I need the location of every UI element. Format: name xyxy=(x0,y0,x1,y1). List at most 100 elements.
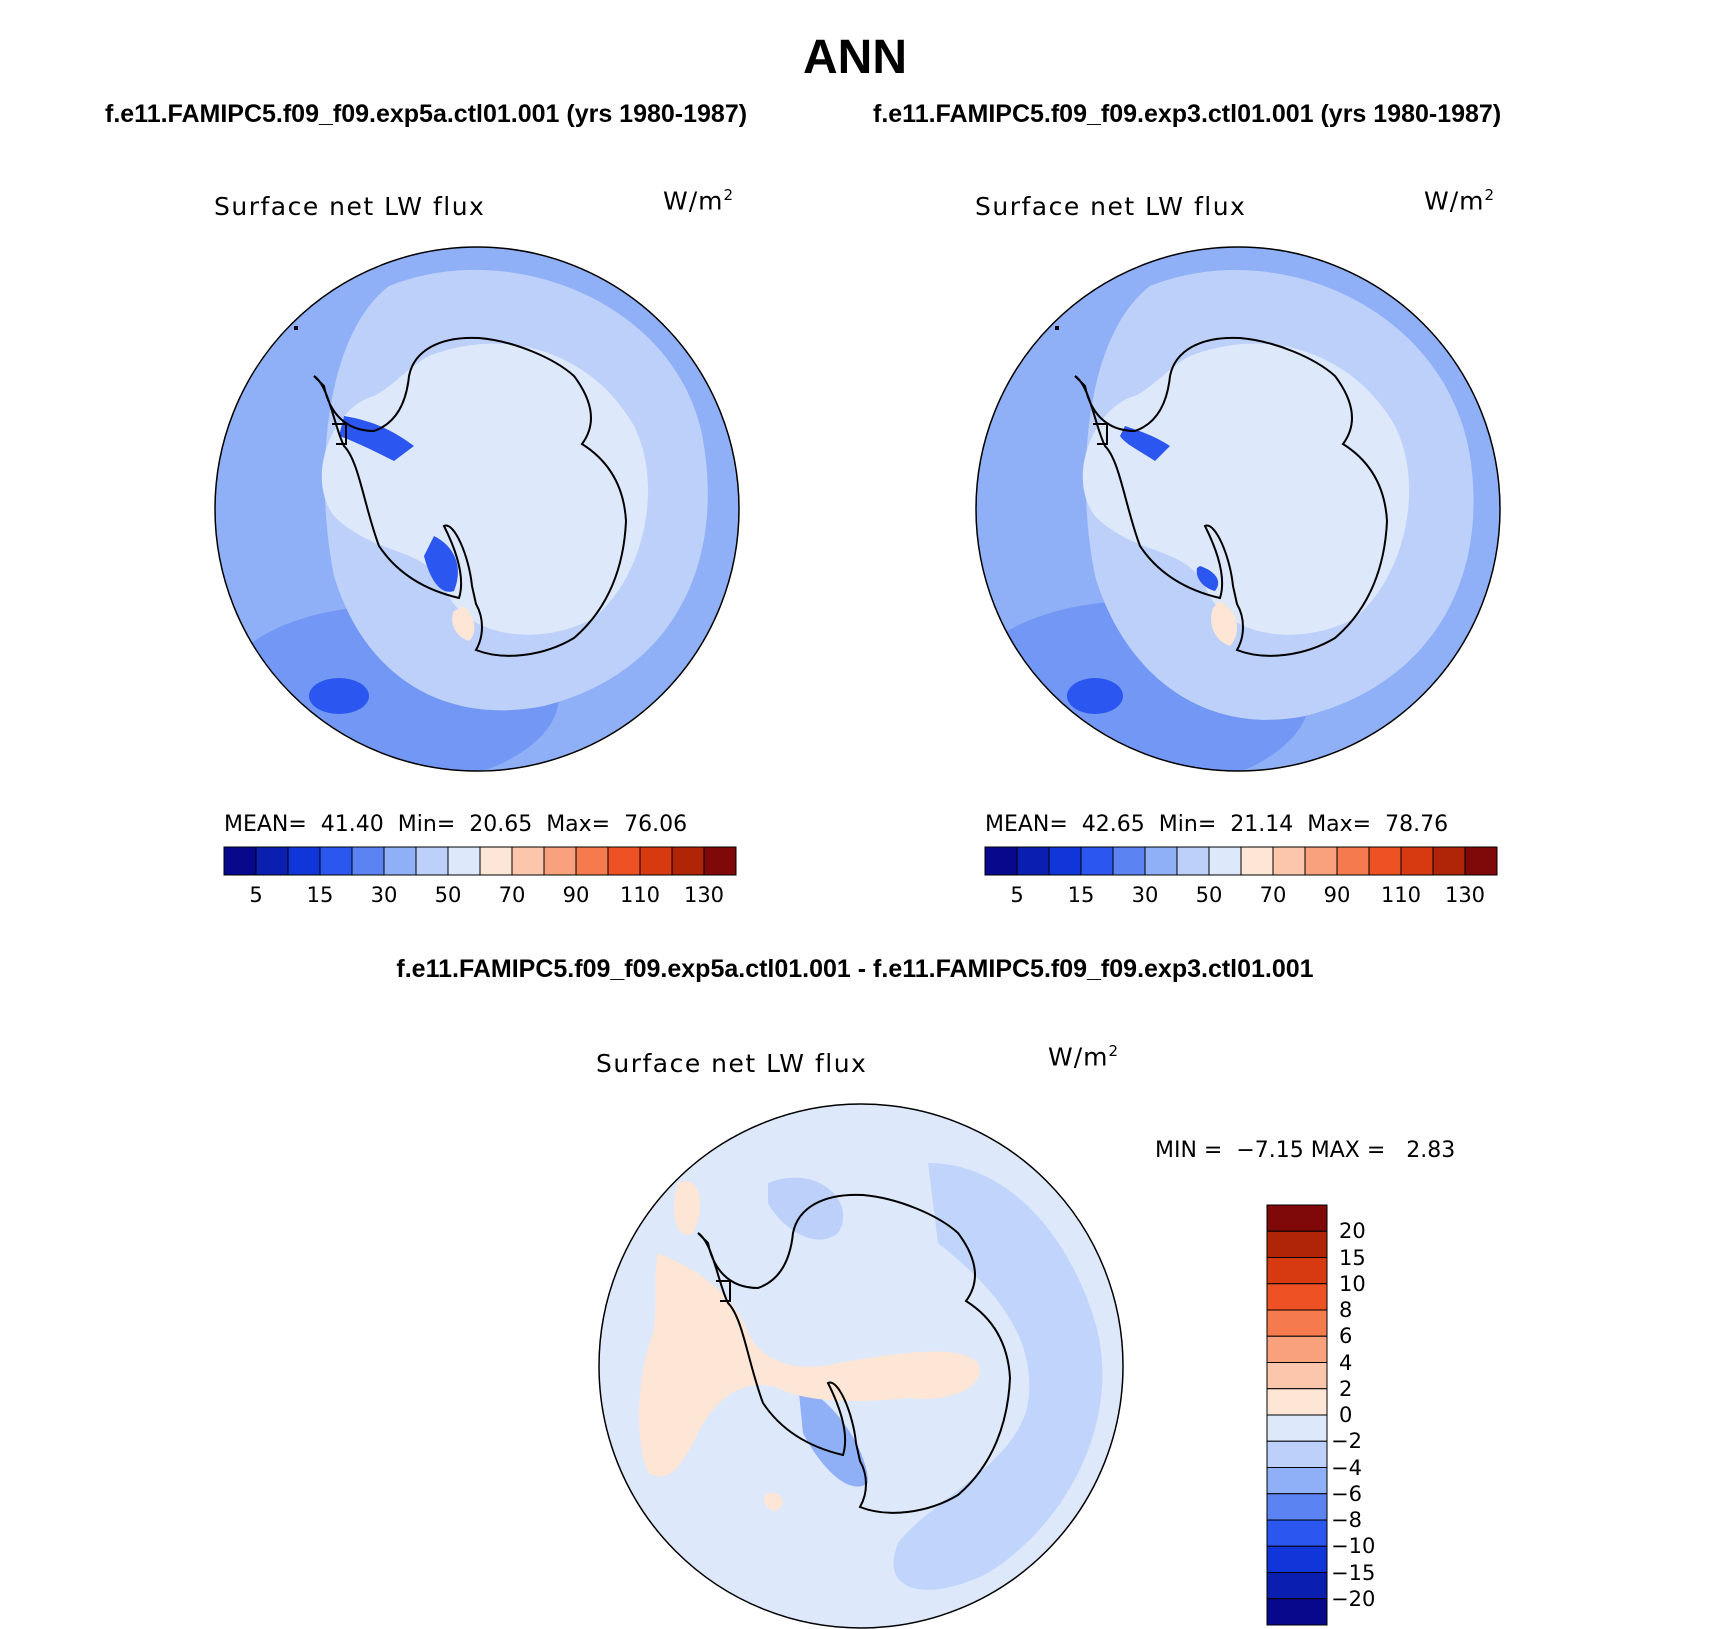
panel3-pos-patch-nw xyxy=(673,1181,701,1235)
panel3-neg-patch-north xyxy=(768,1177,844,1240)
panel2-colorbar-labels: 5 15 30 50 70 90 110 130 xyxy=(985,883,1497,909)
panel1-colorbar-swatch xyxy=(511,846,545,876)
panel1-ice-low xyxy=(339,416,414,461)
panel3-pos-region xyxy=(638,1253,980,1477)
case-title-right: f.e11.FAMIPC5.f09_f09.exp3.ctl01.001 (yr… xyxy=(873,100,1502,128)
panel3-neg-band-east xyxy=(893,1163,1103,1590)
panel2-colorbar-swatch xyxy=(1368,846,1402,876)
panel2-colorbar-tick-label: 50 xyxy=(1195,883,1223,907)
panel3-colorbar-tick-label: −8 xyxy=(1331,1508,1362,1532)
panel3-pos-patch-sw xyxy=(764,1492,783,1511)
panel3-colorbar-tick-label: 15 xyxy=(1339,1245,1366,1270)
case-title-left: f.e11.FAMIPC5.f09_f09.exp5a.ctl01.001 (y… xyxy=(105,100,748,128)
panel1-map xyxy=(214,246,740,772)
panel2-ice-low2 xyxy=(1196,566,1219,591)
panel1-colorbar-swatch xyxy=(607,846,641,876)
panel3-colorbar-swatch xyxy=(1266,1545,1328,1573)
panel2-colorbar-swatch xyxy=(1432,846,1466,876)
panel2-colorbar-swatch xyxy=(1400,846,1434,876)
panel1-ice-warm xyxy=(452,606,475,641)
panel3-colorbar-swatch xyxy=(1266,1467,1328,1495)
panel2-colorbar-swatch xyxy=(1112,846,1146,876)
panel2-colorbar-swatch xyxy=(1016,846,1050,876)
panel1-colorbar-swatch xyxy=(543,846,577,876)
panel1-ocean-min xyxy=(309,678,369,714)
panel2-ice-low xyxy=(1120,426,1170,461)
panel1-colorbar-tick-label: 15 xyxy=(306,883,334,907)
panel2-colorbar xyxy=(984,846,1498,876)
panel1-colorbar-swatch xyxy=(575,846,609,876)
panel3-colorbar-tick-label: 0 xyxy=(1339,1403,1353,1427)
panel1-title: Surface net LW flux xyxy=(214,192,486,221)
panel3-contours xyxy=(599,1104,1123,1628)
panel1-colorbar-tick-label: 5 xyxy=(249,883,263,907)
panel2-colorbar-swatch xyxy=(1304,846,1338,876)
diff-title: f.e11.FAMIPC5.f09_f09.exp5a.ctl01.001 - … xyxy=(396,955,1314,983)
panel1-colorbar-swatch xyxy=(287,846,321,876)
panel3-stats: MIN = −7.15 MAX = 2.83 xyxy=(1155,1138,1456,1163)
panel3-colorbar xyxy=(1266,1204,1328,1626)
panel2-map xyxy=(975,246,1501,772)
panel1-colorbar-swatch xyxy=(671,846,705,876)
panel3-colorbar-tick-label: −2 xyxy=(1331,1429,1362,1454)
panel3-colorbar-swatch xyxy=(1266,1519,1328,1547)
panel3-colorbar-swatch xyxy=(1266,1309,1328,1337)
panel3-colorbar-tick-label: 8 xyxy=(1339,1298,1353,1322)
panel3-colorbar-tick-label: −4 xyxy=(1331,1455,1362,1480)
panel3-colorbar-tick-label: 10 xyxy=(1339,1271,1366,1296)
panel3-colorbar-swatch xyxy=(1266,1257,1328,1285)
panel3-colorbar-tick-label: −15 xyxy=(1331,1560,1376,1585)
panel3-colorbar-swatch xyxy=(1266,1204,1328,1232)
panel1-colorbar-swatch xyxy=(639,846,673,876)
panel1-colorbar-tick-label: 70 xyxy=(498,883,526,907)
panel1-colorbar-tick-label: 50 xyxy=(434,883,462,907)
panel3-colorbar-swatch xyxy=(1266,1572,1328,1600)
panel2-colorbar-swatch xyxy=(1048,846,1082,876)
main-title: ANN xyxy=(803,31,907,84)
panel3-coastline xyxy=(697,1193,1012,1514)
panel3-colorbar-labels: 20 15 10 8 6 4 2 0 −2 −4 −6 −8 −10 −15 −20 xyxy=(1331,1205,1415,1625)
panel2-title: Surface net LW flux xyxy=(975,192,1247,221)
panel1-colorbar-swatch xyxy=(319,846,353,876)
panel1-contours xyxy=(215,247,739,771)
panel2-colorbar-swatch xyxy=(1336,846,1370,876)
panel1-ice xyxy=(321,343,649,635)
panel3-colorbar-tick-label: 4 xyxy=(1339,1350,1353,1375)
panel2-stats: MEAN= 42.65 Min= 21.14 Max= 78.76 xyxy=(985,812,1449,837)
panel1-colorbar-swatch xyxy=(223,846,257,876)
panel1-map-border xyxy=(214,246,740,772)
panel3-colorbar-tick-label: 6 xyxy=(1339,1324,1353,1349)
panel1-units: W/m2 xyxy=(663,186,735,216)
panel3-colorbar-swatch xyxy=(1266,1335,1328,1363)
panel1-colorbar-swatch xyxy=(479,846,513,876)
panel1-colorbar-swatch xyxy=(447,846,481,876)
panel1-colorbar-swatch xyxy=(703,846,737,876)
panel2-colorbar-swatch xyxy=(1464,846,1498,876)
panel2-colorbar-swatch xyxy=(1240,846,1274,876)
panel2-colorbar-tick-label: 130 xyxy=(1444,883,1486,907)
panel3-colorbar-swatch xyxy=(1266,1440,1328,1468)
panel1-colorbar xyxy=(223,846,737,876)
panel3-colorbar-swatch xyxy=(1266,1388,1328,1416)
panel3-colorbar-tick-label: −6 xyxy=(1331,1481,1362,1506)
panel2-map-border xyxy=(975,246,1501,772)
panel2-colorbar-tick-label: 5 xyxy=(1010,883,1024,907)
panel1-coastline xyxy=(313,336,628,657)
panel3-colorbar-swatch xyxy=(1266,1283,1328,1311)
panel1-stats: MEAN= 41.40 Min= 20.65 Max= 76.06 xyxy=(224,812,688,837)
panel3-map xyxy=(598,1103,1124,1629)
panel1-colorbar-tick-label: 30 xyxy=(370,883,398,907)
panel2-colorbar-tick-label: 30 xyxy=(1131,883,1159,907)
panel3-colorbar-tick-label: −20 xyxy=(1331,1586,1376,1611)
panel1-colorbar-swatch xyxy=(255,846,289,876)
panel2-colorbar-swatch xyxy=(1208,846,1242,876)
panel2-colorbar-tick-label: 15 xyxy=(1067,883,1095,907)
panel2-coastline xyxy=(1074,336,1389,657)
panel1-colorbar-swatch xyxy=(415,846,449,876)
panel3-colorbar-swatch xyxy=(1266,1362,1328,1390)
panel3-colorbar-swatch xyxy=(1266,1493,1328,1521)
panel3-title: Surface net LW flux xyxy=(596,1049,868,1078)
panel2-colorbar-tick-label: 110 xyxy=(1380,883,1422,907)
panel2-ocean-min xyxy=(1067,678,1123,714)
panel3-units: W/m2 xyxy=(1048,1042,1120,1072)
